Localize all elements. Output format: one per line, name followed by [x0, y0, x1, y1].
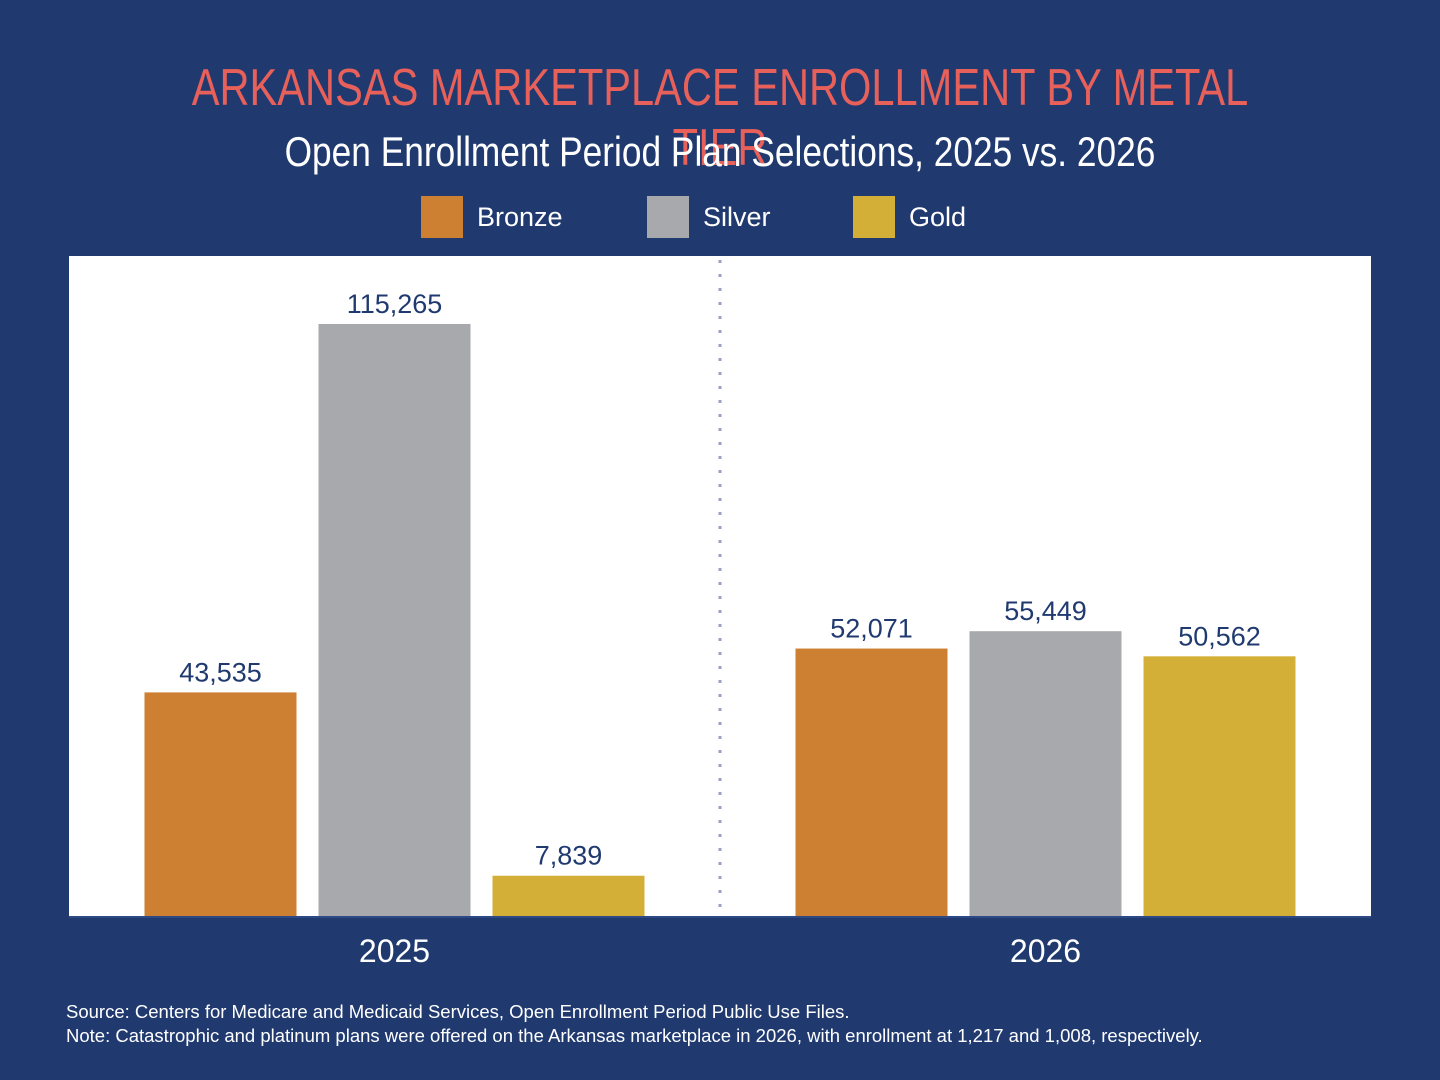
data-label-bronze-2025: 43,535	[179, 657, 262, 687]
x-tick-labels: 2025 2026	[359, 933, 1081, 969]
x-tick-label-2025: 2025	[359, 933, 430, 969]
data-label-gold-2026: 50,562	[1178, 621, 1261, 651]
bar-silver-2026	[969, 631, 1122, 916]
legend-swatch-bronze	[421, 196, 463, 238]
data-label-silver-2025: 115,265	[347, 289, 443, 319]
bar-bronze-2026	[795, 648, 948, 916]
legend: Bronze Silver Gold	[0, 196, 1440, 238]
legend-label-gold: Gold	[909, 202, 967, 232]
legend-swatch-gold	[853, 196, 895, 238]
legend-swatch-silver	[647, 196, 689, 238]
source-note: Source: Centers for Medicare and Medicai…	[66, 1001, 850, 1022]
footnote: Note: Catastrophic and platinum plans we…	[66, 1025, 1203, 1046]
legend-label-silver: Silver	[703, 202, 771, 232]
data-label-silver-2026: 55,449	[1004, 596, 1087, 626]
legend-label-bronze: Bronze	[477, 202, 563, 232]
bar-silver-2025	[318, 323, 471, 916]
chart-title: ARKANSAS MARKETPLACE ENROLLMENT BY METAL…	[191, 59, 1249, 177]
data-labels-group: 43,535 115,265 7,839 52,071 55,449 50,562	[179, 289, 1261, 871]
x-tick-label-2026: 2026	[1010, 933, 1081, 969]
bar-gold-2025	[492, 875, 645, 916]
bar-gold-2026	[1143, 656, 1296, 916]
footer: Source: Centers for Medicare and Medicai…	[66, 1000, 1203, 1048]
data-label-gold-2025: 7,839	[535, 841, 603, 871]
bars-group	[144, 323, 1296, 916]
bar-bronze-2025	[144, 692, 297, 916]
chart-subtitle: Open Enrollment Period Plan Selections, …	[284, 128, 1156, 175]
data-label-bronze-2026: 52,071	[830, 614, 913, 644]
